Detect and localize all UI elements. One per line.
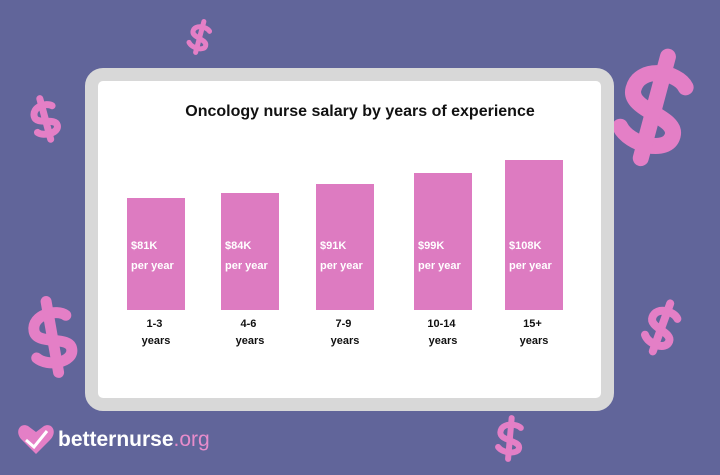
value-label: $99K per year	[418, 240, 461, 272]
logo-name: betternurse	[58, 428, 174, 451]
bar	[414, 172, 472, 310]
x-tick-label: 7-9 years	[330, 318, 360, 347]
value-label: $91K per year	[320, 240, 363, 272]
bar	[316, 183, 374, 310]
x-tick-label: 4-6 years	[235, 318, 265, 347]
bar	[127, 197, 185, 310]
value-label: $108K per year	[509, 240, 552, 272]
x-tick-label: 15+ years	[519, 318, 549, 347]
bar	[221, 193, 279, 310]
x-tick-label: 1-3 years	[141, 318, 171, 347]
logo-domain: .org	[173, 428, 210, 451]
dollar-icons	[28, 19, 694, 462]
value-label: $81K per year	[131, 240, 174, 272]
value-label: $84K per year	[225, 240, 268, 272]
bar	[505, 160, 563, 310]
chart-title: Oncology nurse salary by years of experi…	[185, 103, 535, 120]
logo-icon	[18, 425, 54, 454]
logo: betternurse.org	[58, 428, 210, 452]
x-tick-label: 10-14 years	[427, 318, 459, 347]
